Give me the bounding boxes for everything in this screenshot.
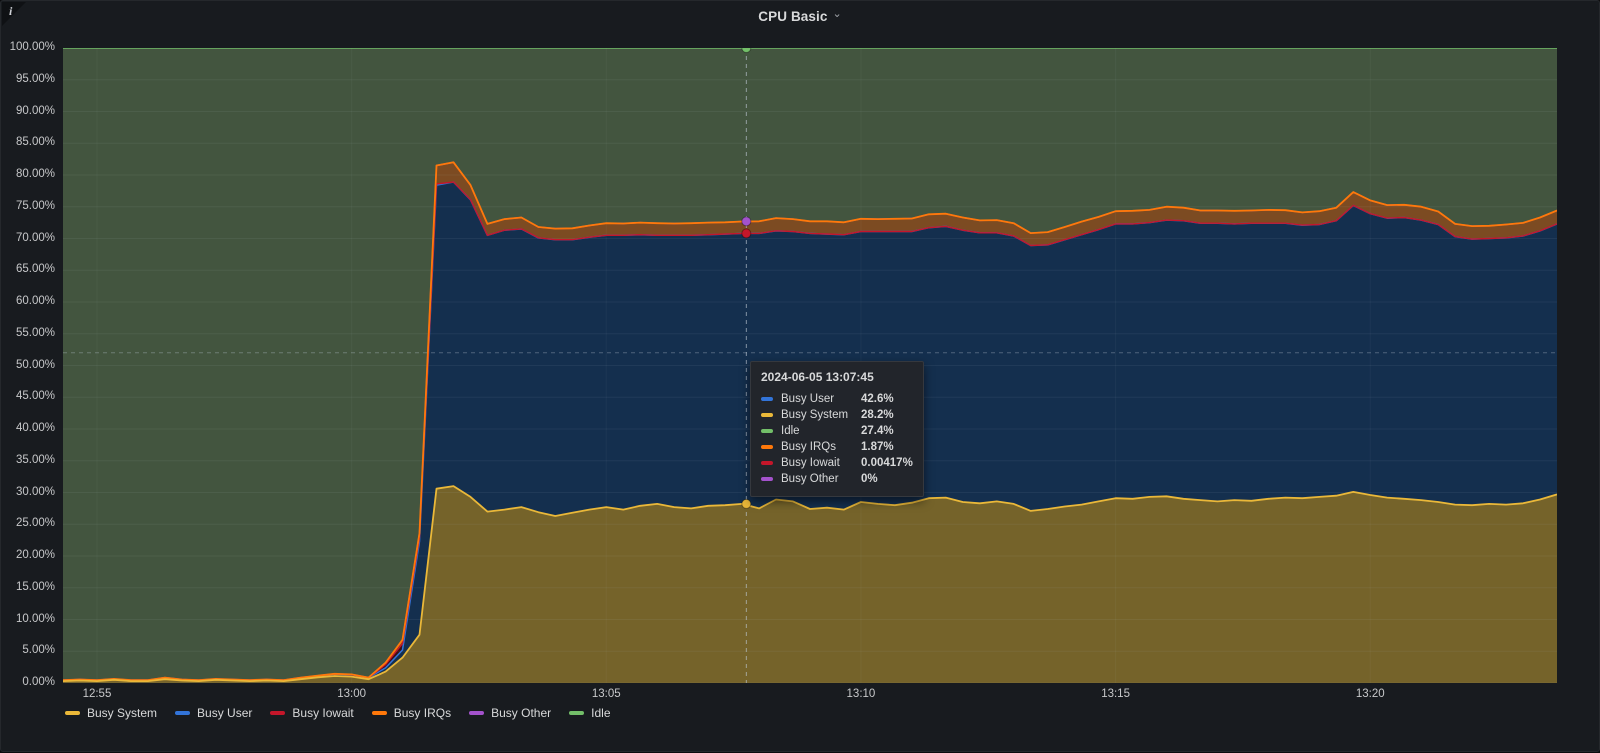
y-axis-label: 85.00% [3,136,55,148]
y-axis-label: 75.00% [3,200,55,212]
legend-label: Idle [591,706,610,720]
y-axis-label: 25.00% [3,517,55,529]
legend-swatch [469,711,484,715]
x-axis-label: 13:20 [1356,688,1385,700]
legend-item-busy-user[interactable]: Busy User [175,706,252,720]
y-axis-label: 70.00% [3,232,55,244]
y-axis-label: 95.00% [3,73,55,85]
legend-swatch [569,711,584,715]
legend-item-busy-iowait[interactable]: Busy Iowait [270,706,353,720]
y-axis-label: 30.00% [3,486,55,498]
y-axis-label: 55.00% [3,327,55,339]
tooltip-series-label: Busy User [781,393,861,405]
y-axis-label: 50.00% [3,359,55,371]
legend-label: Busy User [197,706,252,720]
y-axis-label: 100.00% [3,41,55,53]
legend-item-busy-system[interactable]: Busy System [65,706,157,720]
y-axis-label: 40.00% [3,422,55,434]
legend-item-busy-irqs[interactable]: Busy IRQs [372,706,451,720]
tooltip-series-value: 42.6% [861,393,894,405]
legend-swatch [270,711,285,715]
tooltip-series-label: Busy Iowait [781,457,861,469]
tooltip-timestamp: 2024-06-05 13:07:45 [761,370,913,384]
tooltip-series-label: Busy Other [781,473,861,485]
legend-item-busy-other[interactable]: Busy Other [469,706,551,720]
hover-dot-busy-system [742,499,751,508]
panel-info-icon[interactable]: i [2,2,26,26]
y-axis-label: 65.00% [3,263,55,275]
legend-swatch [372,711,387,715]
tooltip-series-label: Busy IRQs [781,441,861,453]
panel-corner-triangle [2,2,26,26]
legend-label: Busy Iowait [292,706,353,720]
tooltip-series-swatch [761,429,773,433]
x-axis-label: 13:10 [847,688,876,700]
y-axis-label: 80.00% [3,168,55,180]
x-axis-label: 13:15 [1101,688,1130,700]
tooltip-series-value: 1.87% [861,441,894,453]
tooltip-series-swatch [761,445,773,449]
tooltip-series-value: 28.2% [861,409,894,421]
hover-dot-idle [742,44,751,53]
legend-label: Busy IRQs [394,706,451,720]
tooltip-series-swatch [761,413,773,417]
y-axis-label: 15.00% [3,581,55,593]
legend-label: Busy Other [491,706,551,720]
y-axis-label: 90.00% [3,105,55,117]
tooltip-series-swatch [761,461,773,465]
y-axis-label: 10.00% [3,613,55,625]
panel-title: CPU Basic [758,9,827,24]
y-axis-label: 35.00% [3,454,55,466]
y-axis-label: 5.00% [3,644,55,656]
tooltip-series-label: Idle [781,425,861,437]
legend-label: Busy System [87,706,157,720]
y-axis-label: 20.00% [3,549,55,561]
tooltip-series-swatch [761,477,773,481]
x-axis-label: 12:55 [83,688,112,700]
hover-dot-busy-iowait [742,229,751,238]
tooltip-series-value: 0.00417% [861,457,913,469]
legend-item-idle[interactable]: Idle [569,706,610,720]
x-axis-label: 13:00 [337,688,366,700]
info-icon: i [9,4,12,19]
panel-header[interactable]: CPU Basic ⌄ [1,1,1599,31]
x-axis-label: 13:05 [592,688,621,700]
y-axis-label: 0.00% [3,676,55,688]
tooltip-series-value: 27.4% [861,425,894,437]
tooltip-series-swatch [761,397,773,401]
y-axis-label: 45.00% [3,390,55,402]
y-axis-label: 60.00% [3,295,55,307]
tooltip-series-value: 0% [861,473,878,485]
chevron-down-icon[interactable]: ⌄ [832,10,841,18]
tooltip-series-label: Busy System [781,409,861,421]
legend-swatch [175,711,190,715]
legend: Busy System Busy User Busy Iowait Busy IRQs… [65,706,611,720]
hover-dot-busy-other [742,217,751,226]
legend-swatch [65,711,80,715]
